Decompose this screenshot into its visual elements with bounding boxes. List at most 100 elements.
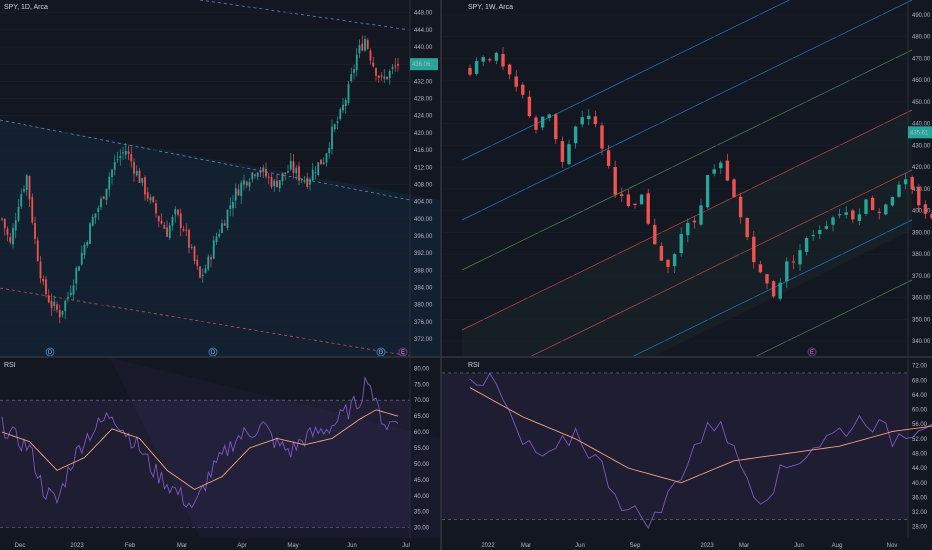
- right-time-axis[interactable]: 2022 Mar Jun Sep 2023 Mar Jun Aug Nov: [442, 538, 932, 550]
- candle-body: [36, 240, 39, 262]
- candle-body: [273, 180, 276, 186]
- candle-body: [127, 151, 130, 154]
- candle-body: [58, 310, 61, 318]
- left-chart-title: SPY, 1D, Arca: [4, 4, 48, 11]
- candle-body: [199, 266, 201, 278]
- time-axis-label: Jun: [575, 543, 585, 549]
- candle-body: [138, 170, 141, 183]
- horizontal-divider-left[interactable]: [0, 356, 440, 358]
- candle-body: [9, 237, 12, 243]
- right-price-chart[interactable]: 490.00 480.00 470.00 460.00 450.00 440.00 430.…: [442, 0, 932, 356]
- candle-body: [864, 199, 868, 214]
- candle-body: [50, 300, 53, 308]
- price-axis-label: 420.00: [414, 131, 433, 137]
- price-axis-label: 490.00: [912, 13, 931, 19]
- candle-body: [287, 171, 289, 173]
- left-rsi-chart[interactable]: 80.00 75.00 70.00 65.00 60.00 55.00 50.00 45.00…: [0, 358, 440, 538]
- candle-body: [284, 172, 287, 174]
- candle-body: [47, 295, 50, 303]
- left-rsi-pane[interactable]: 80.00 75.00 70.00 65.00 60.00 55.00 50.00 45.00…: [0, 358, 440, 538]
- left-time-axis[interactable]: Dec 2023 Feb Mar Apr May Jun Jul: [0, 538, 440, 550]
- candle-body: [364, 38, 366, 51]
- candle-body: [672, 254, 677, 267]
- candle-body: [64, 300, 67, 312]
- candle-body: [61, 310, 64, 315]
- candle-body: [765, 274, 769, 284]
- candle-body: [917, 186, 921, 206]
- candle-body: [712, 169, 716, 174]
- rsi-axis-label: 68.00: [912, 378, 928, 384]
- candle-body: [256, 172, 259, 177]
- event-marker-label: E: [810, 350, 814, 356]
- right-price-pane[interactable]: 490.00 480.00 470.00 460.00 450.00 440.00 430.…: [442, 0, 932, 356]
- candle-body: [124, 150, 127, 155]
- time-axis-label: Mar: [521, 543, 531, 549]
- candle-body: [358, 45, 361, 54]
- candle-body: [339, 109, 342, 120]
- candle-body: [884, 204, 888, 215]
- candle-body: [75, 268, 78, 284]
- channel-mid-line: [0, 119, 411, 201]
- price-axis-label: 388.00: [414, 268, 433, 274]
- candle-body: [587, 115, 591, 120]
- time-axis-label: Nov: [887, 543, 898, 549]
- candle-body: [193, 246, 196, 262]
- right-rsi-pane[interactable]: 72.00 68.00 64.00 60.00 56.00 52.00 48.00 44.00…: [442, 358, 932, 538]
- candle-body: [626, 194, 631, 206]
- candle-body: [804, 238, 809, 252]
- price-axis-label: 428.00: [414, 97, 433, 103]
- horizontal-divider-right[interactable]: [442, 356, 932, 358]
- candle-body: [347, 83, 350, 103]
- time-axis-label: 2023: [70, 543, 84, 549]
- price-axis-label: 448.00: [414, 11, 433, 17]
- candle-body: [659, 245, 664, 261]
- candle-body: [251, 172, 254, 180]
- candle-body: [34, 222, 36, 239]
- pitchfork-line: [633, 219, 913, 356]
- channel-fill: [0, 120, 440, 356]
- candle-body: [699, 205, 703, 225]
- event-marker-icon: [208, 347, 218, 356]
- rsi-axis-label: 44.00: [912, 466, 928, 472]
- candle-body: [1, 218, 3, 220]
- candle-body: [113, 162, 116, 170]
- price-axis-label: 380.00: [414, 303, 433, 309]
- candle-body: [135, 170, 138, 176]
- candle-body: [314, 172, 317, 174]
- candle-body: [226, 210, 229, 228]
- price-axis-label: 410.00: [912, 187, 931, 193]
- candle-body: [923, 204, 928, 214]
- candle-body: [166, 227, 168, 237]
- candle-body: [295, 167, 298, 174]
- time-axis-label: Dec: [15, 543, 26, 549]
- candle-body: [204, 268, 207, 273]
- candle-body: [388, 70, 391, 79]
- candle-body: [811, 235, 815, 237]
- candle-body: [185, 229, 188, 231]
- candle-body: [369, 50, 372, 61]
- left-price-pane[interactable]: 448.00444.00440.00436.00432.00428.00424.…: [0, 0, 440, 356]
- candle-body: [116, 159, 119, 161]
- candle-body: [745, 217, 749, 238]
- rsi-axis-label: 52.00: [912, 437, 928, 443]
- candle-body: [146, 192, 149, 199]
- vertical-divider[interactable]: [440, 0, 442, 550]
- right-rsi-chart[interactable]: 72.00 68.00 64.00 60.00 56.00 52.00 48.00 44.00…: [442, 358, 932, 538]
- rsi-line: [1, 376, 399, 509]
- rsi-axis-label: 45.00: [414, 478, 430, 484]
- candle-body: [144, 177, 146, 195]
- candle-body: [633, 203, 637, 206]
- candle-body: [355, 54, 358, 71]
- candle-body: [300, 179, 303, 181]
- candle-body: [31, 197, 34, 223]
- candle-body: [12, 227, 14, 245]
- candle-body: [375, 68, 377, 76]
- rsi-axis-label: 60.00: [912, 408, 928, 414]
- candle-body: [234, 188, 237, 201]
- candle-body: [468, 67, 472, 75]
- candle-body: [20, 194, 23, 207]
- left-price-chart[interactable]: 448.00444.00440.00436.00432.00428.00424.…: [0, 0, 440, 356]
- rsi-axis-label: 35.00: [414, 510, 430, 516]
- candle-body: [303, 180, 306, 182]
- price-axis-label: 424.00: [414, 114, 433, 120]
